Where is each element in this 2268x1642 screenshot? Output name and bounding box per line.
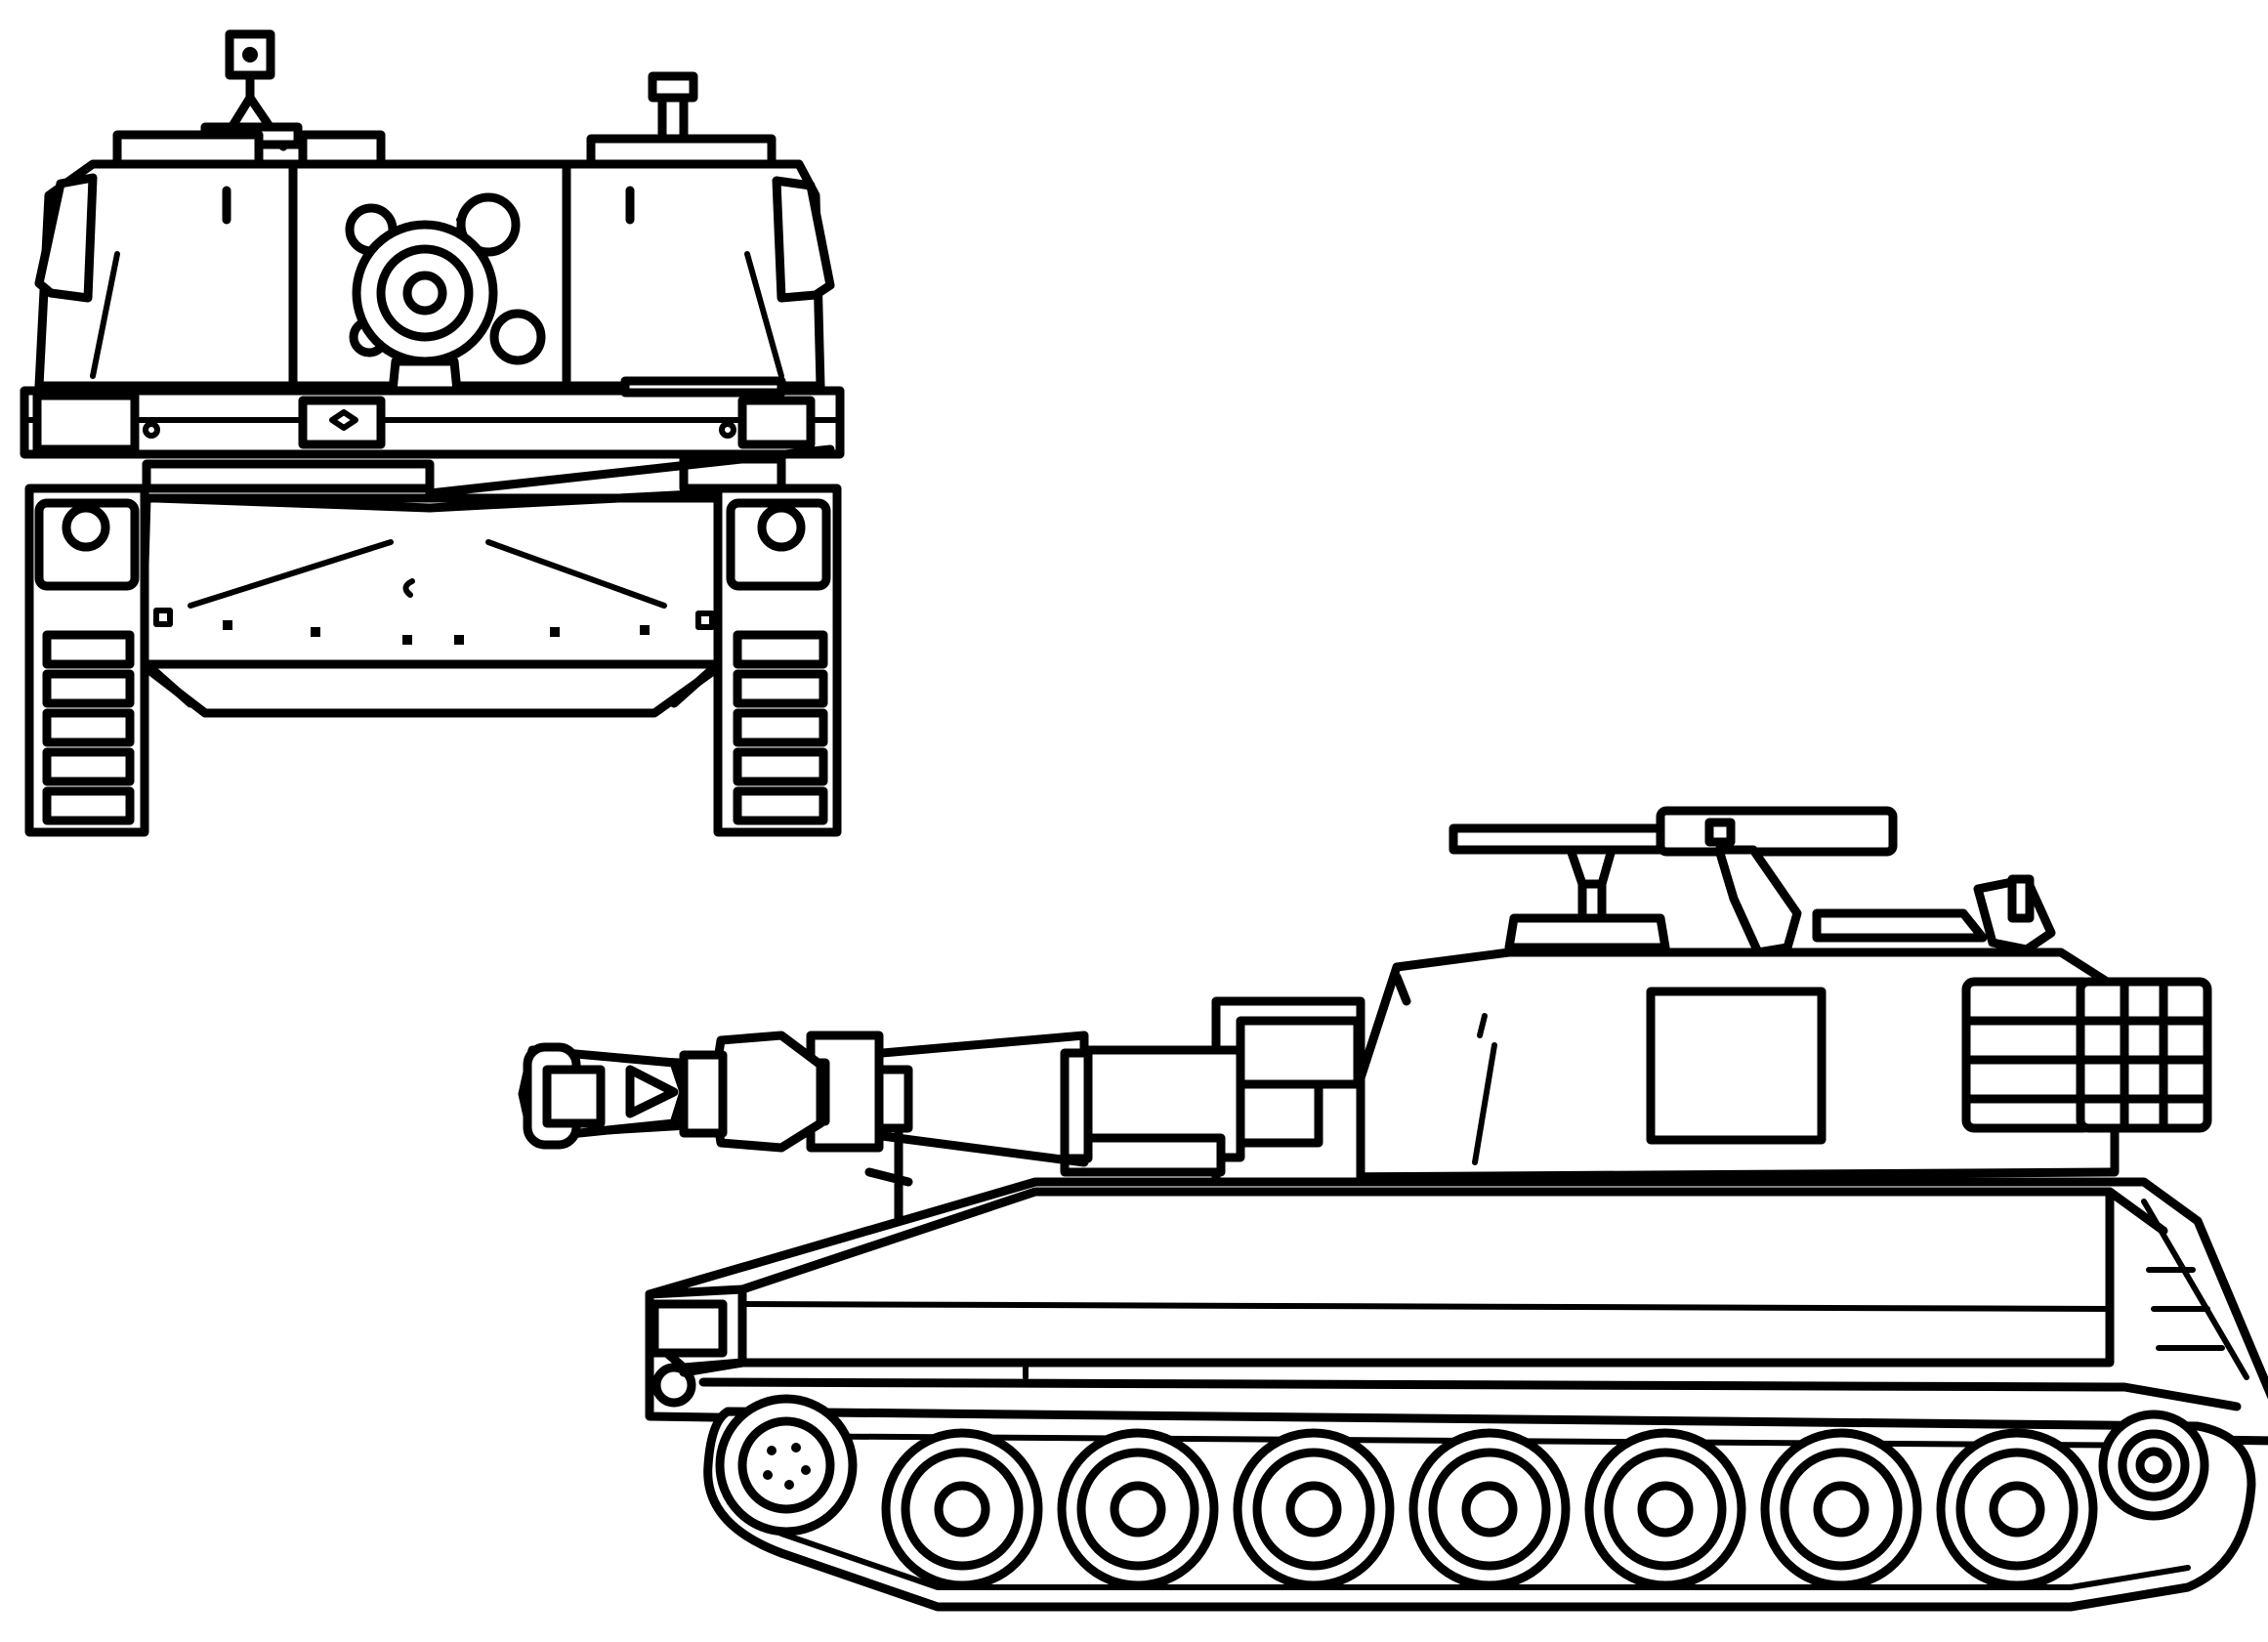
side-rear-stowage xyxy=(1961,977,2212,1133)
front-side-bin-left xyxy=(34,173,98,303)
front-side-bin-right xyxy=(772,176,835,303)
road-wheel xyxy=(881,1428,1043,1590)
road-wheel xyxy=(1233,1428,1395,1590)
front-view xyxy=(20,29,845,837)
front-lower-hull xyxy=(137,493,728,718)
side-turret-hatch xyxy=(1646,987,1827,1145)
side-travel-lock xyxy=(864,1128,913,1236)
side-drive-sprocket xyxy=(715,1394,858,1537)
side-gun-barrel xyxy=(518,1031,1093,1167)
side-view xyxy=(518,806,2268,1612)
side-roof-rear-equipment xyxy=(1812,874,2056,954)
side-fender xyxy=(698,1377,2242,1411)
side-hull-nose xyxy=(645,1284,747,1408)
side-gun-mount xyxy=(1060,996,1365,1187)
side-road-wheels xyxy=(881,1428,2098,1590)
front-gun-mantlet xyxy=(345,192,546,366)
road-wheel xyxy=(1936,1428,2098,1590)
front-sight-mast xyxy=(200,29,303,151)
road-wheel xyxy=(1760,1428,1922,1590)
front-hull-rivets xyxy=(153,608,715,645)
road-wheel xyxy=(1057,1428,1219,1590)
front-glacis-bar xyxy=(142,459,435,493)
side-machine-gun xyxy=(1449,806,1898,957)
road-wheel xyxy=(1584,1428,1746,1590)
front-track-left xyxy=(24,484,149,837)
front-roof-box-left xyxy=(112,130,264,169)
side-idler-wheel xyxy=(2098,1410,2209,1521)
front-track-right xyxy=(713,484,842,837)
road-wheel xyxy=(1408,1428,1571,1590)
